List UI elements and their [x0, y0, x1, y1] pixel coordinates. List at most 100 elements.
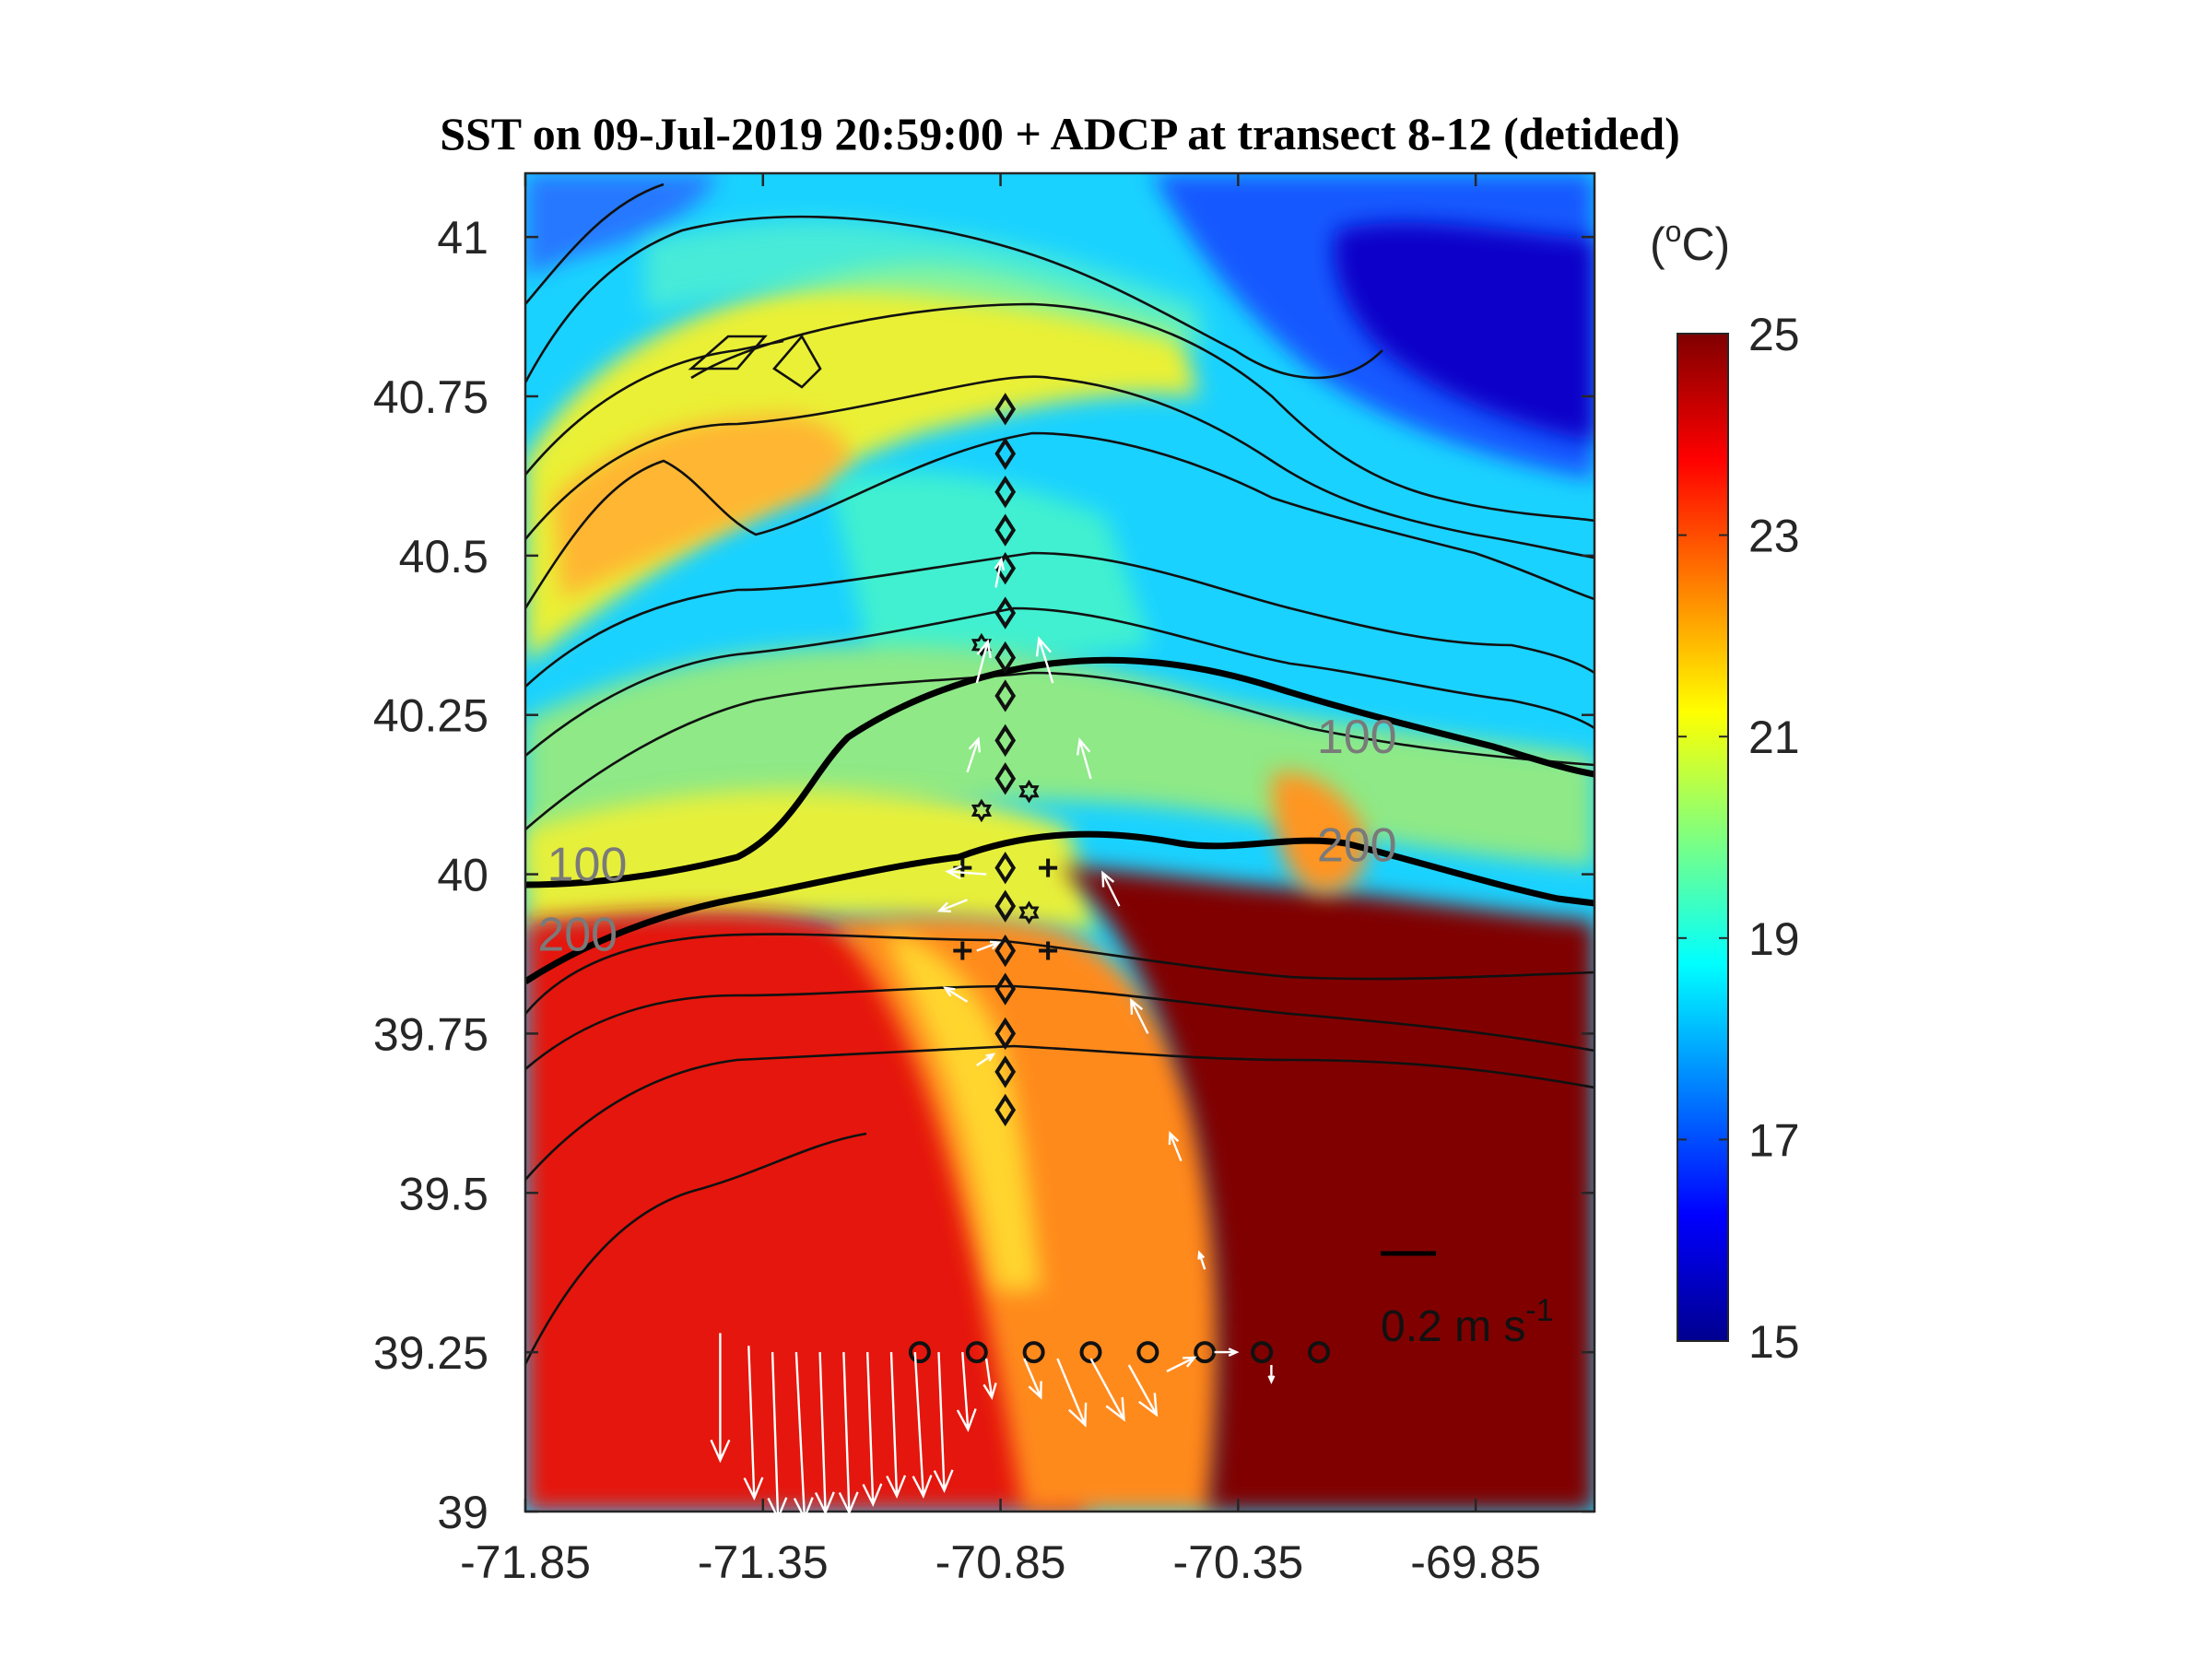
velocity-vector — [793, 1352, 814, 1522]
colorbar-tick-label: 21 — [1748, 712, 1800, 763]
colorbar-tick-label: 19 — [1748, 913, 1800, 965]
y-tick-label: 39.75 — [373, 1008, 488, 1060]
x-tick-label: -69.85 — [1410, 1536, 1541, 1588]
isobath-label: 100 — [547, 838, 628, 891]
velocity-vector — [994, 557, 1006, 588]
station-hexagram — [1018, 900, 1040, 924]
station-diamond — [994, 437, 1017, 470]
station-diamond — [994, 851, 1017, 885]
isobath-label: 100 — [1317, 711, 1397, 764]
velocity-vectors — [710, 557, 1276, 1522]
station-diamond — [994, 972, 1017, 1006]
station-markers — [908, 393, 1330, 1364]
velocity-vector — [956, 1352, 977, 1433]
station-circle — [1136, 1341, 1159, 1364]
station-hexagram — [971, 798, 993, 823]
y-tick-label: 40.75 — [373, 371, 488, 423]
station-plus — [1039, 858, 1058, 877]
y-axis: 39 39.25 39.5 39.75 40 40.25 40.5 40.75 41 — [373, 212, 1594, 1538]
velocity-vector — [1267, 1365, 1276, 1384]
station-diamond — [994, 1055, 1017, 1088]
velocity-vector — [976, 1053, 996, 1066]
velocity-vector — [912, 1352, 933, 1500]
colorbar-tick-label: 17 — [1748, 1114, 1800, 1166]
velocity-vector — [710, 1333, 731, 1464]
station-diamond — [994, 1093, 1017, 1127]
velocity-vector — [1197, 1250, 1206, 1270]
station-circle — [1194, 1341, 1217, 1364]
velocity-vector — [933, 1352, 954, 1494]
velocity-vector — [838, 1352, 859, 1516]
isobath-label: 200 — [537, 909, 618, 962]
x-axis: -71.85 -71.35 -70.85 -70.35 -69.85 — [460, 173, 1541, 1588]
sst-heatmap — [525, 173, 1594, 1512]
y-tick-label: 40 — [437, 850, 488, 901]
x-tick-label: -70.35 — [1172, 1536, 1303, 1588]
velocity-vector — [1166, 1356, 1197, 1372]
isobath-labels: 100 200 100 200 — [537, 711, 1396, 961]
station-diamond — [994, 641, 1017, 675]
station-circle — [1251, 1341, 1274, 1364]
velocity-vector — [1035, 636, 1054, 684]
velocity-vector — [1056, 1358, 1088, 1428]
station-diamond — [994, 889, 1017, 923]
velocity-vector — [1130, 997, 1149, 1034]
station-hexagram — [971, 632, 993, 657]
velocity-vector — [945, 865, 987, 880]
velocity-vector — [743, 1346, 764, 1501]
velocity-vector — [936, 899, 968, 912]
velocity-vector — [1214, 1347, 1240, 1357]
station-diamond — [994, 762, 1017, 795]
station-diamond — [994, 596, 1017, 629]
x-tick-label: -70.85 — [935, 1536, 1066, 1588]
station-diamond — [994, 1017, 1017, 1051]
chart-title: SST on 09-Jul-2019 20:59:00 + ADCP at tr… — [440, 108, 1680, 159]
velocity-vector — [1168, 1130, 1182, 1162]
velocity-vector — [814, 1352, 835, 1516]
velocity-vector — [966, 736, 982, 773]
colorbar-ticks: 15 17 19 21 23 25 — [1677, 309, 1800, 1368]
y-tick-label: 41 — [437, 212, 488, 264]
station-diamond — [994, 476, 1017, 509]
colorbar-tick-label: 23 — [1748, 511, 1800, 562]
y-tick-label: 40.25 — [373, 690, 488, 742]
colorbar-unit: (oC) — [1650, 215, 1730, 270]
isobath-label: 200 — [1317, 819, 1397, 873]
colorbar-tick-label: 15 — [1748, 1316, 1800, 1368]
velocity-vector — [1023, 1358, 1042, 1400]
station-diamond — [994, 934, 1017, 968]
velocity-vector — [943, 986, 969, 1003]
station-diamond — [994, 393, 1017, 426]
velocity-vector — [976, 940, 1002, 952]
velocity-vector — [1089, 1358, 1125, 1422]
velocity-vector — [862, 1352, 883, 1508]
station-plus — [953, 941, 972, 960]
station-hexagram — [1018, 779, 1040, 804]
x-tick-label: -71.35 — [698, 1536, 829, 1588]
colorbar-tick-label: 25 — [1748, 309, 1800, 360]
velocity-vector — [767, 1352, 788, 1522]
velocity-vector — [1101, 870, 1121, 907]
y-tick-label: 39 — [437, 1487, 488, 1538]
colorbar: (oC) 15 17 19 21 23 25 — [1650, 215, 1800, 1368]
station-plus — [1039, 941, 1058, 960]
velocity-vector — [982, 1358, 997, 1401]
isobath-100-200 — [525, 656, 1594, 984]
velocity-vector — [886, 1352, 907, 1500]
colorbar-gradient — [1677, 333, 1729, 1342]
station-circle — [908, 1341, 931, 1364]
station-circle — [965, 1341, 988, 1364]
station-circle — [1079, 1341, 1102, 1364]
station-diamond — [994, 724, 1017, 758]
station-diamond — [994, 679, 1017, 712]
station-circle — [1022, 1341, 1045, 1364]
y-tick-label: 39.5 — [399, 1168, 488, 1219]
y-tick-label: 40.5 — [399, 531, 488, 582]
axes — [524, 171, 1596, 1513]
velocity-vector — [1076, 737, 1092, 780]
station-diamond — [994, 513, 1017, 547]
plot-frame — [524, 171, 1596, 1513]
x-tick-label: -71.85 — [460, 1536, 591, 1588]
velocity-vector — [1127, 1364, 1159, 1418]
velocity-vector — [975, 639, 992, 684]
